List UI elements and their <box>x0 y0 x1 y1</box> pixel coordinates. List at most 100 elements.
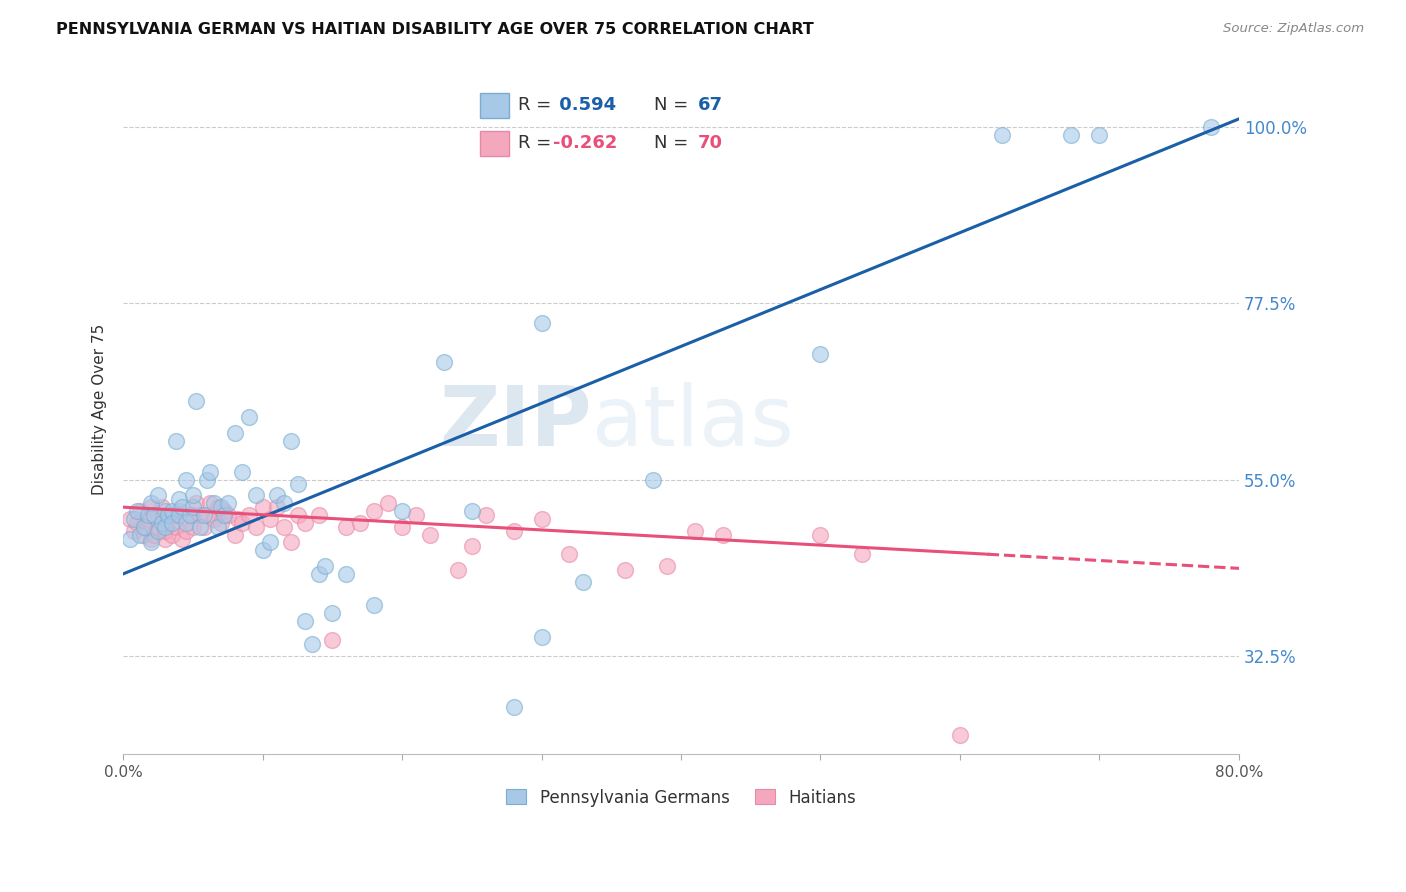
Point <box>198 465 221 479</box>
Point <box>150 516 173 530</box>
Point <box>141 532 163 546</box>
Point <box>138 512 160 526</box>
Point <box>447 563 470 577</box>
Point <box>207 520 229 534</box>
Point <box>377 496 399 510</box>
Point <box>188 508 211 522</box>
Point <box>530 630 553 644</box>
Point <box>530 316 553 330</box>
Point <box>188 520 211 534</box>
Text: atlas: atlas <box>592 383 793 464</box>
Point <box>146 520 169 534</box>
Point <box>321 606 343 620</box>
Point <box>129 527 152 541</box>
Point <box>209 500 232 515</box>
Point <box>349 516 371 530</box>
Point <box>287 508 309 522</box>
Point <box>167 508 190 522</box>
Point <box>120 532 142 546</box>
Point <box>851 547 873 561</box>
Y-axis label: Disability Age Over 75: Disability Age Over 75 <box>93 324 107 495</box>
Point <box>711 527 734 541</box>
Point <box>433 355 456 369</box>
Point <box>252 543 274 558</box>
Point <box>810 347 832 361</box>
Point <box>212 508 235 522</box>
Point <box>179 508 201 522</box>
Point <box>174 473 197 487</box>
Point <box>245 520 267 534</box>
Point <box>266 488 288 502</box>
Point <box>146 488 169 502</box>
Point <box>141 535 163 549</box>
Point <box>143 508 166 522</box>
Point <box>167 508 190 522</box>
Point <box>287 476 309 491</box>
Point <box>198 496 221 510</box>
Point <box>153 504 176 518</box>
Point <box>280 535 302 549</box>
Point <box>321 633 343 648</box>
Text: Source: ZipAtlas.com: Source: ZipAtlas.com <box>1223 22 1364 36</box>
Point <box>655 559 678 574</box>
Point <box>231 465 253 479</box>
Point <box>153 520 176 534</box>
Point <box>224 527 246 541</box>
Point <box>127 516 149 530</box>
Point <box>181 500 204 515</box>
Point <box>174 516 197 530</box>
Point <box>174 524 197 538</box>
Point <box>160 516 183 530</box>
Point <box>475 508 498 522</box>
Point <box>294 516 316 530</box>
Point <box>202 512 225 526</box>
Legend: Pennsylvania Germans, Haitians: Pennsylvania Germans, Haitians <box>498 780 865 815</box>
Point <box>165 434 187 448</box>
Point <box>153 524 176 538</box>
Point <box>184 496 207 510</box>
Text: PENNSYLVANIA GERMAN VS HAITIAN DISABILITY AGE OVER 75 CORRELATION CHART: PENNSYLVANIA GERMAN VS HAITIAN DISABILIT… <box>56 22 814 37</box>
Point <box>231 516 253 530</box>
Point <box>226 512 249 526</box>
Point <box>294 614 316 628</box>
Point <box>1199 120 1222 134</box>
Point <box>146 508 169 522</box>
Point <box>572 574 595 589</box>
Point <box>143 527 166 541</box>
Point <box>391 520 413 534</box>
Point <box>314 559 336 574</box>
Point <box>405 508 427 522</box>
Point <box>1088 128 1111 142</box>
Point <box>195 508 218 522</box>
Point <box>134 520 156 534</box>
Point <box>224 425 246 440</box>
Point <box>156 508 179 522</box>
Point <box>124 512 146 526</box>
Point <box>193 520 215 534</box>
Point <box>990 128 1012 142</box>
Point <box>141 500 163 515</box>
Point <box>252 500 274 515</box>
Point <box>212 504 235 518</box>
Point <box>153 532 176 546</box>
Point <box>391 504 413 518</box>
Point <box>160 504 183 518</box>
Point <box>195 473 218 487</box>
Point <box>170 532 193 546</box>
Point <box>810 527 832 541</box>
Point <box>363 504 385 518</box>
Point <box>461 504 484 518</box>
Point <box>335 520 357 534</box>
Point <box>245 488 267 502</box>
Point <box>280 434 302 448</box>
Point <box>156 516 179 530</box>
Point <box>273 496 295 510</box>
Point <box>138 508 160 522</box>
Point <box>643 473 665 487</box>
Point <box>502 524 524 538</box>
Point <box>146 524 169 538</box>
Point <box>209 516 232 530</box>
Point <box>134 520 156 534</box>
Point <box>502 700 524 714</box>
Point <box>238 409 260 424</box>
